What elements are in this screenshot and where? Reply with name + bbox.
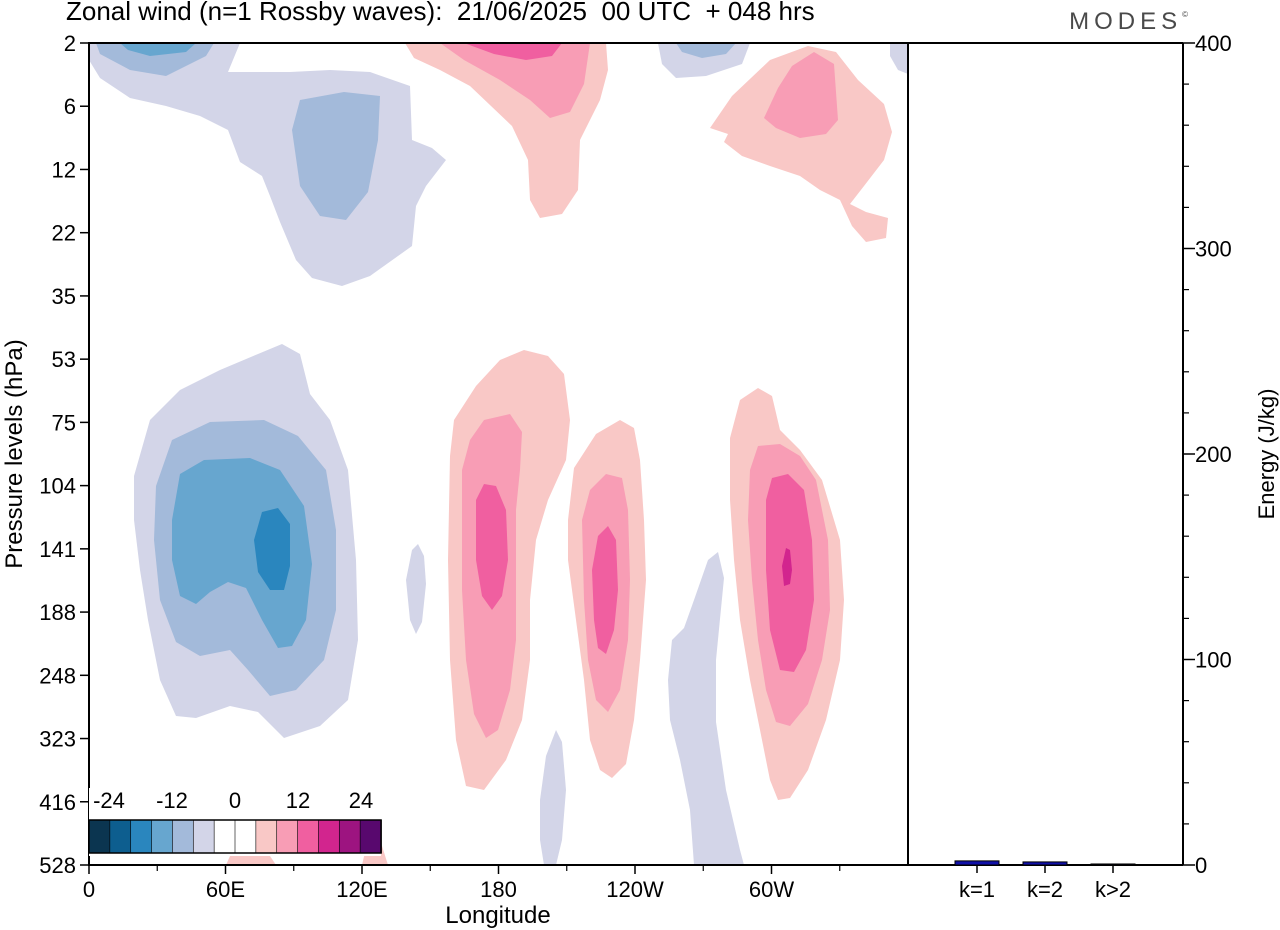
energy-tick-label: 100 (1195, 648, 1232, 673)
energy-bar (1022, 861, 1068, 866)
y-tick-label: 323 (39, 727, 76, 752)
energy-bar (954, 860, 1000, 866)
y-tick-label: 12 (52, 157, 76, 182)
brand-text: MODES (1069, 8, 1183, 35)
legend-label: 12 (286, 788, 310, 813)
energy-bar (1090, 863, 1136, 866)
contour-neg-level-1 (406, 544, 426, 634)
contour-pos-level-2 (764, 52, 838, 138)
y-tick-label: 2 (64, 31, 76, 56)
colorbar-frame (88, 819, 382, 854)
legend-swatch (359, 819, 382, 854)
contour-pos-level-2 (440, 43, 590, 118)
contour-pos-level-1 (710, 46, 892, 242)
energy-axis-title: Energy (J/kg) (1254, 389, 1279, 520)
x-tick-label: 180 (480, 877, 517, 902)
legend-label: 24 (349, 788, 373, 813)
legend-swatch (338, 819, 361, 854)
x-tick-label: 60E (206, 877, 245, 902)
energy-tick-label: 400 (1195, 31, 1232, 56)
y-tick-label: 75 (52, 410, 76, 435)
legend-swatch (297, 819, 320, 854)
contour-neg-level-1 (540, 730, 566, 865)
legend-swatch (192, 819, 215, 854)
y-tick-label: 53 (52, 347, 76, 372)
contour-neg-level-4 (254, 508, 290, 590)
legend-swatch (130, 819, 153, 854)
x-tick-label: 120W (606, 877, 664, 902)
legend-swatch (88, 819, 111, 854)
y-tick-label: 35 (52, 284, 76, 309)
contour-neg-level-3 (172, 458, 312, 648)
x-axis-title: Longitude (445, 902, 550, 929)
y-tick-label: 528 (39, 853, 76, 878)
energy-tick-label: 200 (1195, 442, 1232, 467)
legend-label: -24 (93, 788, 125, 813)
contour-pos-level-4 (782, 548, 792, 586)
contour-neg-level-2 (676, 43, 736, 58)
brand-mark: © (1182, 10, 1188, 19)
legend-swatch (172, 819, 195, 854)
energy-x-tick-label: k>2 (1095, 877, 1131, 902)
y-tick-label: 104 (39, 474, 76, 499)
y-tick-label: 248 (39, 663, 76, 688)
legend-swatch (318, 819, 341, 854)
y-tick-label: 6 (64, 94, 76, 119)
colorbar-legend: -24 -12 0 12 24 (88, 788, 382, 856)
y-tick-label: 416 (39, 790, 76, 815)
legend-label: -12 (156, 788, 188, 813)
x-tick-label: 60W (749, 877, 794, 902)
x-tick-label: 0 (83, 877, 95, 902)
y-tick-label: 188 (39, 600, 76, 625)
y-tick-label: 141 (39, 537, 76, 562)
legend-swatch (255, 819, 278, 854)
energy-x-tick-label: k=1 (959, 877, 995, 902)
legend-label: 0 (229, 788, 241, 813)
contour-pos-level-3 (464, 43, 562, 60)
legend-swatch (213, 819, 236, 854)
legend-swatch (276, 819, 299, 854)
chart-title: Zonal wind (n=1 Rossby waves): 21/06/202… (66, 0, 815, 26)
contour-pos-level-3 (476, 484, 508, 610)
y-axis-title: Pressure levels (hPa) (1, 339, 28, 568)
legend-swatch (234, 819, 257, 854)
energy-panel-frame (908, 42, 1184, 866)
contour-neg-level-3 (120, 43, 196, 56)
energy-tick-label: 300 (1195, 237, 1232, 262)
y-tick-label: 22 (52, 221, 76, 246)
legend-swatch (109, 819, 132, 854)
contour-neg-level-1 (89, 43, 446, 286)
contour-field (89, 43, 908, 865)
contour-pos-level-3 (592, 526, 618, 654)
energy-x-tick-label: k=2 (1027, 877, 1063, 902)
contour-neg-level-1 (668, 552, 744, 865)
x-tick-label: 120E (336, 877, 387, 902)
contour-neg-level-2 (292, 92, 380, 220)
energy-tick-label: 0 (1195, 853, 1207, 878)
contour-neg-level-1 (890, 43, 908, 74)
legend-swatch (151, 819, 174, 854)
brand-logo: MODES© (1069, 8, 1188, 36)
